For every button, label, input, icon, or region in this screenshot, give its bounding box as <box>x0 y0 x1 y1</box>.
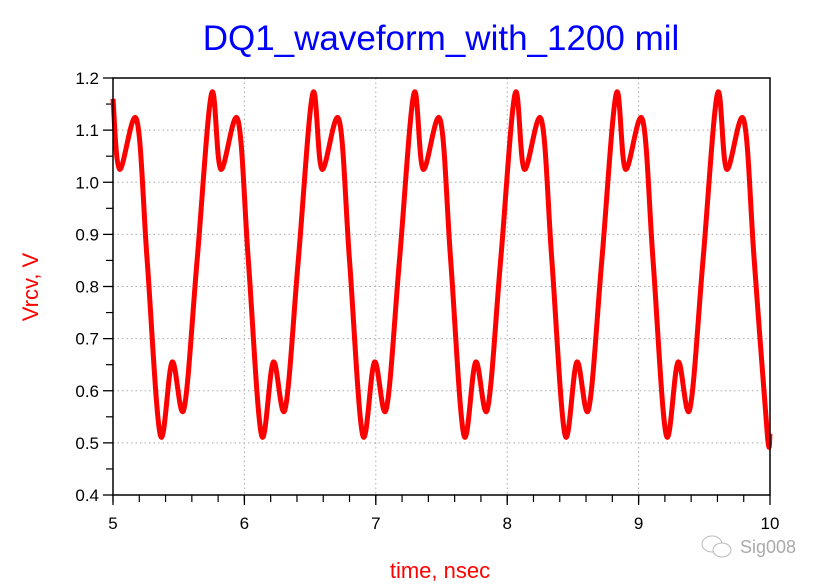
x-axis-label: time, nsec <box>390 558 490 583</box>
wechat-icon <box>701 535 732 558</box>
x-tick-label: 5 <box>108 514 117 533</box>
plot-frame <box>112 77 771 496</box>
y-tick-label: 0.6 <box>75 382 99 401</box>
y-tick-label: 0.8 <box>75 278 99 297</box>
y-tick-label: 1.1 <box>75 121 99 140</box>
chart-title: DQ1_waveform_with_1200 mil <box>203 19 680 58</box>
ticks: 5 6 7 8 9 10 0.4 0.5 0.6 0.7 0.8 0.9 1.0 1.1 1.2 <box>75 69 779 533</box>
series-line-vrcv <box>110 89 773 450</box>
x-tick-label: 6 <box>240 514 249 533</box>
y-tick-label: 0.9 <box>75 225 99 244</box>
x-tick-label: 10 <box>761 514 780 533</box>
x-tick-label: 8 <box>502 514 511 533</box>
y-axis-label: Vrcv, V <box>18 252 43 321</box>
watermark: Sig008 <box>700 534 796 560</box>
x-tick-label: 9 <box>634 514 643 533</box>
y-tick-label: 1.0 <box>75 173 99 192</box>
y-tick-label: 1.2 <box>75 69 99 88</box>
series-group <box>110 89 773 450</box>
x-tick-label: 7 <box>371 514 380 533</box>
y-tick-label: 0.7 <box>75 330 99 349</box>
grid <box>113 78 770 495</box>
watermark-text: Sig008 <box>740 536 797 557</box>
y-tick-label: 0.4 <box>75 486 99 505</box>
y-tick-label: 0.5 <box>75 434 99 453</box>
